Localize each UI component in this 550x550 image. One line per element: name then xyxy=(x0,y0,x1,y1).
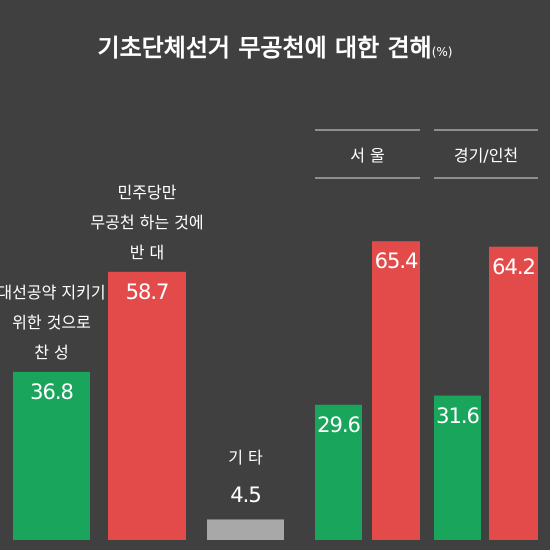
unit: (%) xyxy=(431,45,453,59)
value-label: 36.8 xyxy=(30,379,74,404)
value-label: 58.7 xyxy=(125,279,170,304)
category-label: 민주당만 무공천 하는 것에 반 대 xyxy=(90,182,204,262)
value-label: 65.4 xyxy=(374,249,419,274)
bar xyxy=(207,519,284,540)
bar xyxy=(489,246,538,540)
group-title: 경기/인천 xyxy=(453,146,519,165)
value-label: 4.5 xyxy=(230,483,261,508)
title-text: 기초단체선거 무공천에 대한 견해 xyxy=(97,34,432,62)
bar xyxy=(13,371,90,540)
category-label: 대선공약 지키기 위한 것으로 찬 성 xyxy=(0,282,106,362)
bar xyxy=(108,271,186,540)
category-label: 기 타 xyxy=(228,448,263,468)
value-label: 31.6 xyxy=(436,403,480,428)
group-title: 서 울 xyxy=(350,146,385,165)
chart-title: 기초단체선거 무공천에 대한 견해(%) xyxy=(0,28,550,63)
bar xyxy=(315,404,362,540)
bar xyxy=(372,241,420,541)
bar xyxy=(434,395,481,540)
value-label: 64.2 xyxy=(492,254,536,279)
value-label: 29.6 xyxy=(317,412,361,437)
